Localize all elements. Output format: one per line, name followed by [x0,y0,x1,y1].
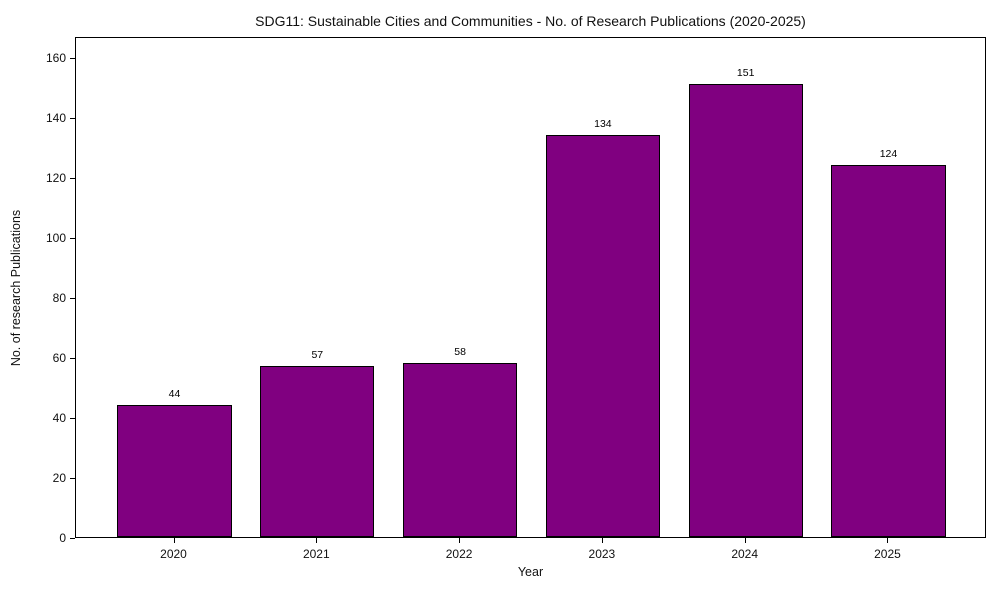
bar-value-label: 58 [454,346,466,358]
bar-value-label: 57 [311,349,324,361]
x-tick-mark [316,538,318,543]
x-tick-label: 2024 [731,547,759,561]
x-tick-mark [173,538,175,543]
x-tick-label: 2021 [302,547,330,561]
y-tick-label: 120 [45,171,66,185]
y-tick-mark [70,238,75,239]
y-tick-label: 60 [52,351,66,365]
y-tick-label: 100 [45,231,66,245]
x-tick-mark [887,538,889,543]
bar-value-label: 134 [594,118,612,130]
y-tick-mark [70,418,75,419]
bar-value-label: 124 [879,148,898,160]
bar-2022 [402,363,518,537]
bar-value-label: 44 [168,388,181,400]
x-axis-label: Year [517,565,544,579]
y-tick-mark [70,178,75,179]
y-tick-mark [70,58,75,59]
y-tick-label: 160 [45,51,66,65]
y-tick-label: 20 [52,471,66,485]
y-tick-mark [70,298,75,299]
x-tick-mark [459,538,461,543]
y-tick-mark [70,118,75,119]
bar-value-label: 151 [736,67,755,79]
x-tick-label: 2020 [160,547,187,561]
x-tick-label: 2025 [874,547,901,561]
y-tick-label: 80 [52,291,66,305]
y-tick-label: 140 [45,111,66,125]
plot-area: 44 57 58 134 151 124 [75,37,986,538]
y-tick-mark [70,478,75,479]
bar-2024 [688,84,803,537]
bar-2020 [117,405,232,537]
y-tick-mark [70,358,75,359]
y-tick-label: 40 [52,411,66,425]
x-tick-mark [744,538,746,543]
bar-2021 [260,366,375,537]
bar-2023 [545,135,660,537]
y-axis-label: No. of research Publications [9,209,23,367]
y-tick-label: 0 [59,531,66,545]
y-tick-mark [70,538,75,539]
bars-layer: 44 57 58 134 151 124 [76,38,985,537]
x-tick-label: 2023 [588,547,616,561]
x-tick-mark [601,538,603,543]
bar-2025 [831,165,946,537]
x-tick-label: 2022 [445,547,473,561]
chart-title: SDG11: Sustainable Cities and Communitie… [255,13,806,29]
